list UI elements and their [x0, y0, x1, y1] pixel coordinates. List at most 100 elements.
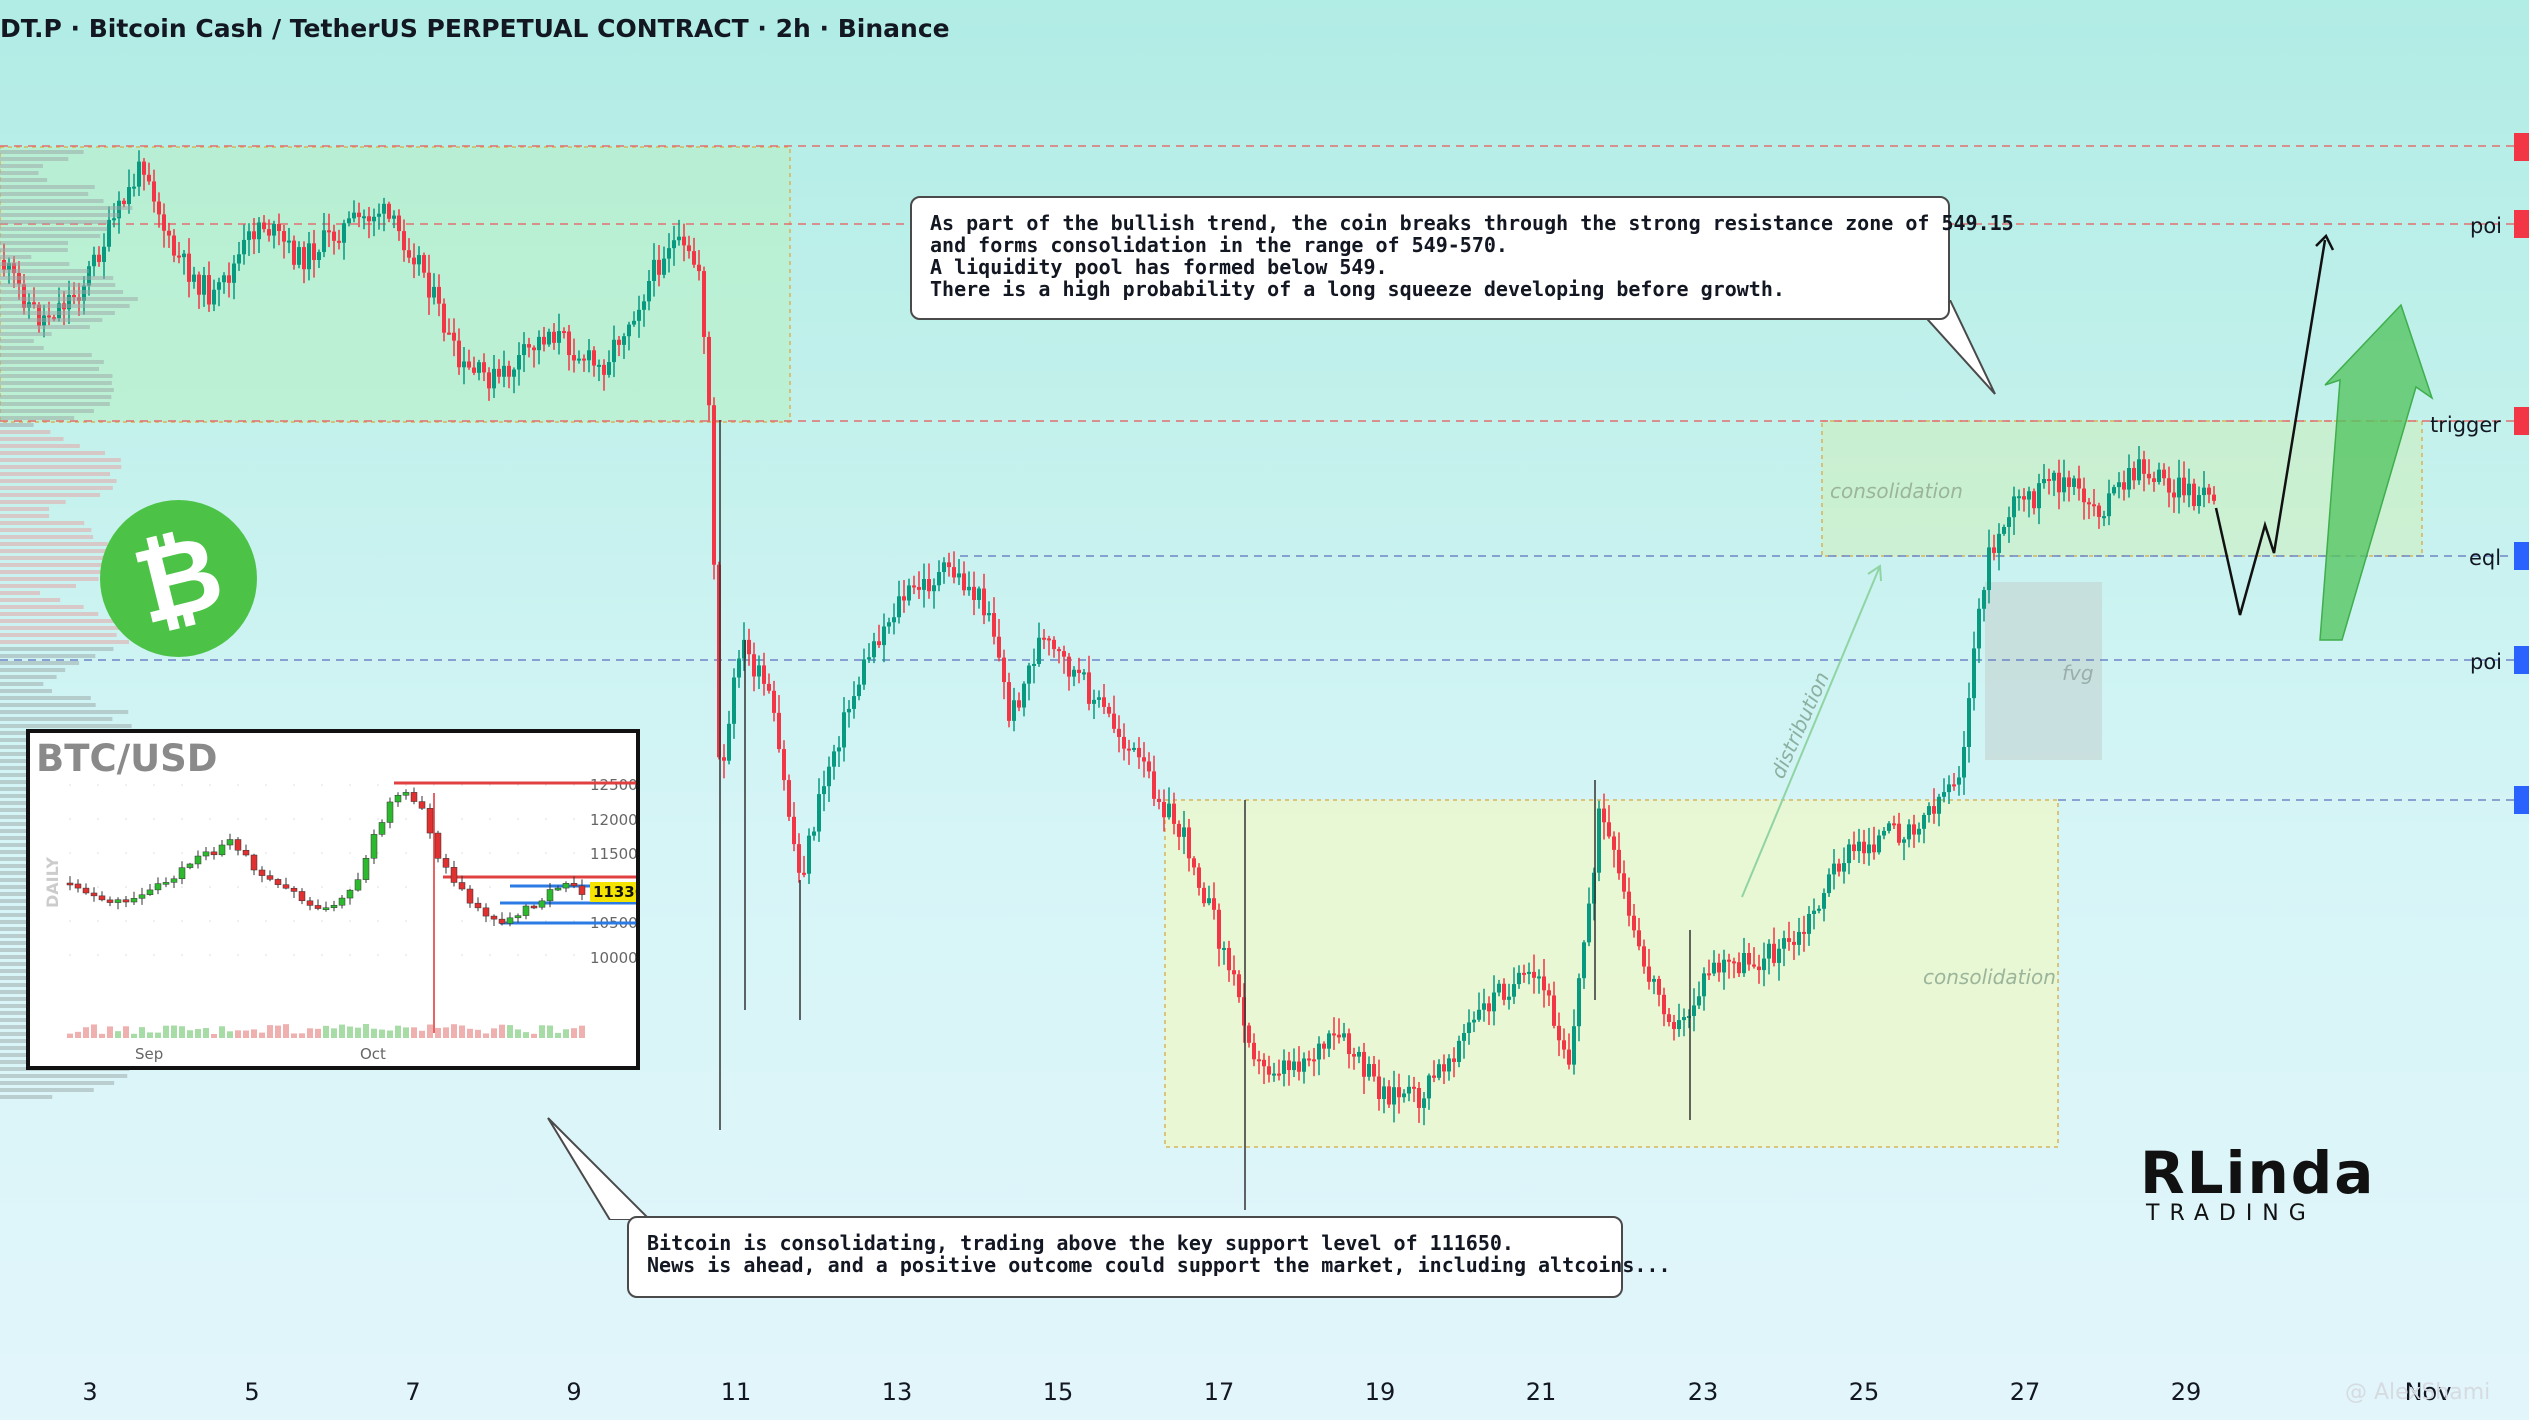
candle [732, 668, 736, 739]
inset-volume-bar [403, 1027, 409, 1038]
candle [1342, 1022, 1346, 1042]
inset-volume-bar [339, 1024, 345, 1038]
candle [502, 350, 506, 388]
candle [677, 219, 681, 246]
inset-candle [250, 853, 258, 876]
candle [1257, 1050, 1261, 1075]
label-poi-top: poi [2470, 214, 2502, 238]
candle [1017, 692, 1021, 712]
candle [757, 655, 761, 690]
inset-volume-bar [283, 1024, 289, 1038]
candle [182, 250, 186, 275]
candle [552, 323, 556, 350]
volume-profile-bar [0, 234, 101, 238]
zone-consolidation-bottom [1164, 799, 2059, 1148]
volume-profile-bar [0, 262, 70, 266]
inset-volume-bar [91, 1024, 97, 1038]
candle [122, 198, 126, 208]
candle [1517, 965, 1521, 989]
candle [1412, 1076, 1416, 1103]
candle [2142, 450, 2146, 492]
candle [1382, 1077, 1386, 1114]
candle [497, 359, 501, 384]
inset-candle [490, 914, 498, 926]
candle [622, 333, 626, 359]
candle [1727, 953, 1731, 979]
candle [1757, 954, 1761, 984]
candle [2207, 483, 2211, 504]
volume-profile-bar [0, 269, 89, 273]
inset-volume-bar [355, 1027, 361, 1038]
volume-profile-bar [0, 220, 108, 224]
candle [1347, 1028, 1351, 1069]
candle [1527, 962, 1531, 985]
x-tick-label: 17 [1204, 1378, 1235, 1406]
inset-volume-bar [259, 1032, 265, 1038]
volume-profile-bar [0, 514, 50, 518]
candle [377, 203, 381, 230]
inset-y-tick: 125000 [590, 776, 636, 794]
candle [1532, 954, 1536, 994]
candle [1232, 955, 1236, 986]
candle [1767, 939, 1771, 975]
inset-candle [354, 872, 362, 892]
candle [567, 324, 571, 371]
candle [1872, 826, 1876, 860]
candle [657, 245, 661, 287]
candle [1292, 1048, 1296, 1077]
inset-volume-bar [459, 1025, 465, 1038]
candle [1657, 975, 1661, 1007]
candle [1482, 988, 1486, 1022]
volume-profile-bar [0, 570, 102, 574]
volume-profile-bar [0, 633, 117, 637]
candle [1927, 802, 1931, 823]
candle [837, 736, 841, 767]
candle [807, 828, 811, 884]
callout-top: As part of the bullish trend, the coin b… [910, 196, 2014, 320]
candle [687, 235, 691, 259]
candle [157, 192, 161, 228]
candle [1417, 1082, 1421, 1123]
candle [1112, 695, 1116, 734]
inset-candle [514, 913, 522, 923]
candle [227, 262, 231, 298]
candle [937, 560, 941, 592]
candle [1002, 649, 1006, 700]
candle [2067, 470, 2071, 502]
volume-profile-bar [0, 241, 68, 245]
distribution-arrow-head [1867, 564, 1882, 582]
candle [1372, 1055, 1376, 1082]
inset-last-price: 11336 [593, 883, 636, 901]
candle [1282, 1049, 1286, 1087]
candle [532, 345, 536, 368]
candle [1062, 645, 1066, 674]
candle [1127, 739, 1131, 765]
inset-volume-bar [323, 1025, 329, 1038]
inset-candle [194, 850, 202, 869]
volume-profile-bar [0, 395, 112, 399]
candle [2002, 524, 2006, 536]
candle [1897, 812, 1901, 846]
candle [247, 223, 251, 256]
candle [1647, 948, 1651, 990]
candle [2007, 506, 2011, 543]
inset-candle [210, 846, 218, 860]
candle [387, 201, 391, 223]
candle [202, 266, 206, 307]
inset-candle [202, 846, 210, 861]
inset-volume-bar [395, 1025, 401, 1038]
candle [1222, 941, 1226, 965]
candle [142, 158, 146, 191]
candle [2122, 470, 2126, 501]
candle [1287, 1051, 1291, 1086]
candle [1467, 1009, 1471, 1045]
candle [2087, 497, 2091, 520]
volume-profile-bar [0, 535, 94, 539]
inset-volume-bar [579, 1025, 585, 1038]
candle [1857, 828, 1861, 863]
candle [2177, 459, 2181, 514]
x-tick-label: Nov [2405, 1378, 2452, 1406]
candle [1207, 885, 1211, 906]
inset-candle [538, 898, 546, 910]
candle [207, 261, 211, 312]
